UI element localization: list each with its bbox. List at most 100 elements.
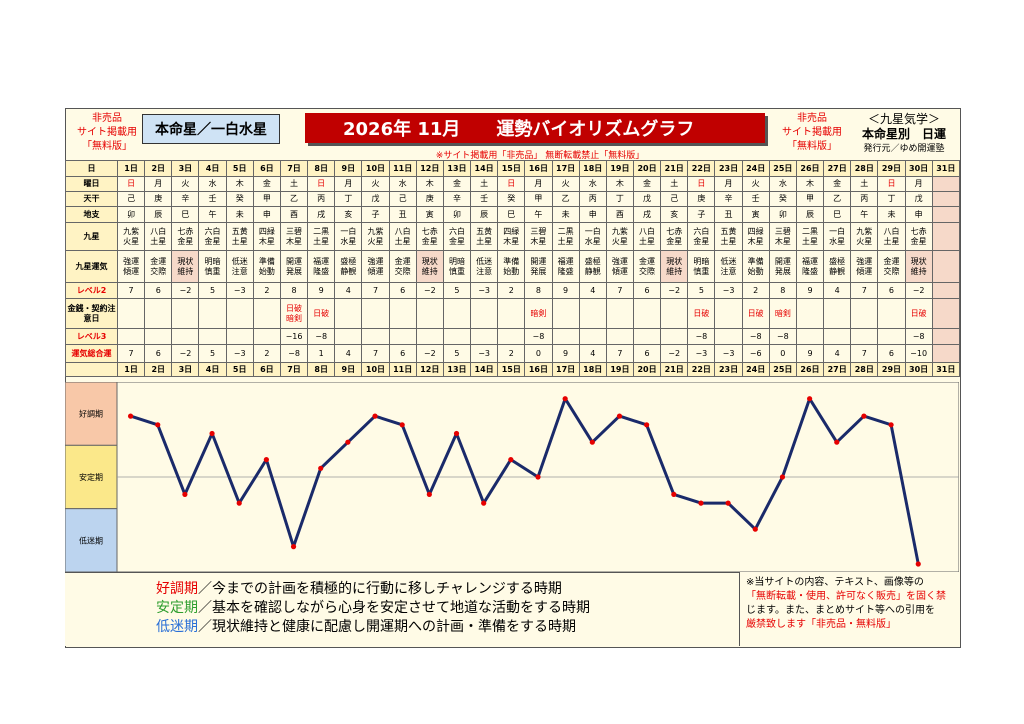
- table-cell: 31日: [931, 362, 960, 377]
- table-cell: 金: [252, 176, 281, 192]
- table-cell: 六白 金星: [442, 222, 472, 251]
- table-cell: 丑: [714, 206, 743, 223]
- table-cell: 25日: [768, 160, 797, 177]
- table-cell: 7: [850, 282, 879, 299]
- table-cell: 24日: [741, 362, 770, 377]
- table-cell: [823, 298, 852, 329]
- table-cell: 17日: [551, 160, 580, 177]
- table-cell: 低迷 注意: [225, 250, 254, 283]
- row-label: 九星運気: [65, 250, 118, 283]
- table-cell: 16日: [524, 160, 553, 177]
- table-cell: 午: [524, 206, 553, 223]
- table-cell: 3日: [171, 160, 200, 177]
- table-cell: 辛: [714, 191, 743, 207]
- table-cell: 水: [198, 176, 227, 192]
- table-cell: 辰: [795, 206, 825, 223]
- table-cell: 強運 傾運: [361, 250, 390, 283]
- table-cell: 土: [279, 176, 309, 192]
- table-cell: 八白 土星: [388, 222, 417, 251]
- table-cell: 9: [795, 282, 825, 299]
- table-cell: 日: [307, 176, 336, 192]
- table-cell: 月: [714, 176, 743, 192]
- table-cell: [931, 328, 960, 345]
- table-cell: 巳: [823, 206, 852, 223]
- table-row: 曜日日月火水木金土日月火水木金土日月火水木金土日月火水木金土日月: [65, 176, 960, 192]
- table-cell: [116, 328, 146, 345]
- fortune-table: 日 1日 2日 3日 4日 5日 6日 7日 8日 9日 10日 11日 12日 13日 14日 15日 16日…: [65, 160, 960, 377]
- center-notice: ※サイト掲載用「非売品」 無断転載禁止「無料版」: [435, 151, 645, 161]
- table-cell: [116, 298, 146, 329]
- table-cell: 午: [198, 206, 227, 223]
- row-label: 九星: [65, 222, 118, 251]
- table-cell: 暗剣: [524, 298, 553, 329]
- table-cell: 0: [768, 344, 797, 363]
- table-cell: 3日: [171, 362, 200, 377]
- table-cell: [931, 191, 960, 207]
- table-cell: [931, 206, 960, 223]
- table-cell: 甲: [795, 191, 825, 207]
- table-cell: 己: [388, 191, 417, 207]
- row-label: 天干: [65, 191, 118, 207]
- copyright-line: 「無断転載・使用、許可なく販売」を固く禁: [746, 591, 946, 602]
- table-cell: 金: [442, 176, 472, 192]
- table-cell: 現状 維持: [904, 250, 933, 283]
- table-cell: 18日: [578, 362, 607, 377]
- table-cell: 丑: [388, 206, 417, 223]
- data-point: [834, 439, 840, 445]
- data-point: [888, 422, 894, 428]
- table-cell: −8: [741, 328, 770, 345]
- table-cell: 木: [415, 176, 444, 192]
- table-cell: 9日: [334, 362, 363, 377]
- table-cell: 辰: [144, 206, 173, 223]
- table-cell: [795, 298, 825, 329]
- table-row: 金銭・契約注意日 日破 暗剣 日破 暗剣 日破 日破 暗剣 日破: [65, 298, 960, 329]
- table-cell: 日破: [741, 298, 770, 329]
- table-cell: 午: [850, 206, 879, 223]
- table-cell: 31日: [931, 160, 960, 177]
- table-cell: 8日: [307, 160, 336, 177]
- table-cell: 7: [116, 282, 146, 299]
- table-cell: 未: [877, 206, 906, 223]
- table-cell: 6: [388, 282, 417, 299]
- table-cell: [823, 328, 852, 345]
- table-cell: 27日: [823, 362, 852, 377]
- table-cell: [225, 298, 254, 329]
- table-cell: [171, 328, 200, 345]
- table-cell: 1: [307, 344, 336, 363]
- table-cell: 9: [551, 282, 580, 299]
- table-cell: [361, 298, 390, 329]
- table-cell: [632, 298, 662, 329]
- table-cell: 九紫 火星: [850, 222, 879, 251]
- table-cell: 5: [687, 282, 716, 299]
- table-cell: 強運 傾運: [116, 250, 146, 283]
- data-point: [779, 474, 786, 480]
- data-point: [725, 500, 731, 506]
- table-cell: 寅: [741, 206, 770, 223]
- right-notice-line: サイト掲載用: [782, 127, 842, 138]
- table-cell: 五黄 土星: [225, 222, 254, 251]
- table-cell: 14日: [470, 160, 499, 177]
- table-cell: 12日: [415, 362, 444, 377]
- band-label: 安定期: [79, 472, 103, 482]
- table-cell: 明暗 慎重: [687, 250, 716, 283]
- table-cell: [605, 328, 634, 345]
- data-point: [644, 422, 650, 428]
- table-row: 九星 九紫 火星 八白 土星 七赤 金星 六白 金星 五黄 土星 四緑 木星 三碧 木星 二黒 …: [65, 222, 960, 251]
- data-point: [290, 544, 297, 550]
- data-point: [345, 439, 351, 445]
- table-cell: [578, 298, 607, 329]
- table-cell: 低迷 注意: [714, 250, 743, 283]
- table-cell: [198, 328, 227, 345]
- table-cell: [334, 328, 363, 345]
- table-cell: [795, 328, 825, 345]
- table-cell: 火: [171, 176, 200, 192]
- table-cell: 6: [877, 344, 906, 363]
- table-cell: [334, 298, 363, 329]
- table-cell: [388, 328, 417, 345]
- table-cell: 五黄 土星: [714, 222, 743, 251]
- table-cell: 2日: [144, 362, 173, 377]
- table-cell: −10: [904, 344, 933, 363]
- left-notice-line: 「無料版」: [82, 141, 132, 152]
- table-cell: 明暗 慎重: [198, 250, 227, 283]
- table-cell: 盛極 静観: [578, 250, 607, 283]
